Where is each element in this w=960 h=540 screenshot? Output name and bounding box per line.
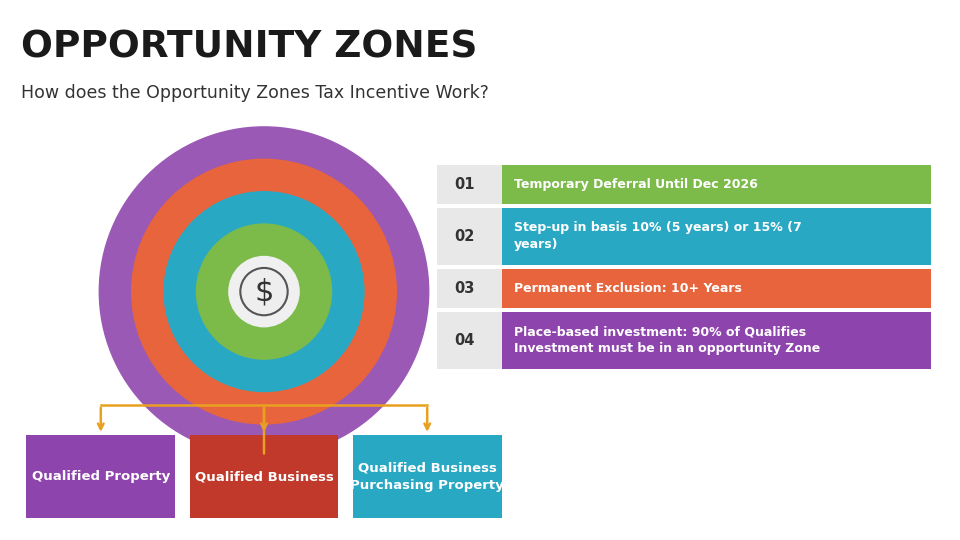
Text: Temporary Deferral Until Dec 2026: Temporary Deferral Until Dec 2026 — [514, 178, 757, 191]
FancyBboxPatch shape — [353, 435, 501, 518]
Text: 04: 04 — [454, 333, 475, 348]
Text: 03: 03 — [454, 281, 475, 296]
Polygon shape — [492, 165, 931, 204]
Circle shape — [164, 192, 364, 392]
Text: Qualified Property: Qualified Property — [32, 470, 170, 483]
FancyBboxPatch shape — [437, 165, 502, 204]
FancyBboxPatch shape — [437, 312, 502, 369]
Text: Qualified Business: Qualified Business — [195, 470, 333, 483]
FancyBboxPatch shape — [190, 435, 339, 518]
Text: Qualified Business
Purchasing Property: Qualified Business Purchasing Property — [350, 462, 504, 491]
Text: 02: 02 — [454, 229, 475, 244]
Text: OPPORTUNITY ZONES: OPPORTUNITY ZONES — [21, 30, 478, 66]
Polygon shape — [492, 208, 931, 265]
Polygon shape — [492, 312, 931, 369]
FancyBboxPatch shape — [437, 269, 502, 308]
Text: Step-up in basis 10% (5 years) or 15% (7
years): Step-up in basis 10% (5 years) or 15% (7… — [514, 221, 802, 251]
Circle shape — [99, 127, 429, 456]
FancyBboxPatch shape — [437, 208, 502, 265]
Text: $: $ — [254, 277, 274, 306]
Text: Place-based investment: 90% of Qualifies
Investment must be in an opportunity Zo: Place-based investment: 90% of Qualifies… — [514, 326, 820, 355]
Circle shape — [228, 256, 300, 327]
FancyBboxPatch shape — [27, 435, 176, 518]
Polygon shape — [492, 269, 931, 308]
Text: 01: 01 — [454, 177, 475, 192]
Text: Permanent Exclusion: 10+ Years: Permanent Exclusion: 10+ Years — [514, 282, 741, 295]
Circle shape — [197, 224, 331, 359]
Text: How does the Opportunity Zones Tax Incentive Work?: How does the Opportunity Zones Tax Incen… — [21, 84, 489, 102]
Circle shape — [132, 159, 396, 424]
